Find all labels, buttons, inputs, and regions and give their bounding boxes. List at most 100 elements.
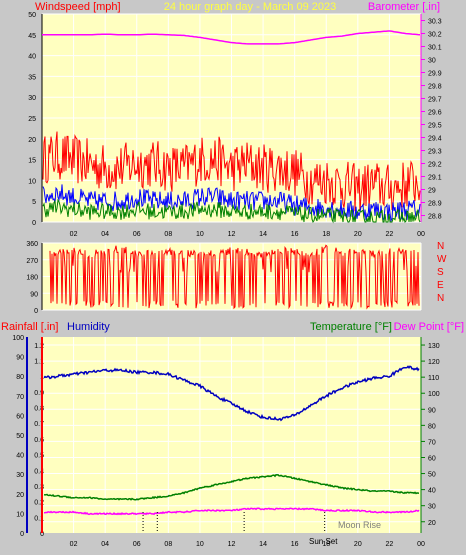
- wind-y-tick-label: 15: [28, 158, 36, 165]
- wind-direction-series: [49, 244, 420, 310]
- x-tick-label: 12: [228, 231, 236, 238]
- direction-y-tick-label: 90: [30, 291, 38, 298]
- wind-y-tick-label: 0: [32, 220, 36, 227]
- temp-y-tick-label: 40: [428, 488, 436, 495]
- temp-y-tick-label: 130: [428, 343, 440, 350]
- direction-y-tick-label: 270: [26, 258, 38, 265]
- x-tick-label: 20: [354, 541, 362, 548]
- x-tick-label: 08: [164, 541, 172, 548]
- temp-y-tick-label: 120: [428, 359, 440, 366]
- x-tick-label: 12: [228, 541, 236, 548]
- x-tick-label: 04: [101, 231, 109, 238]
- rain-y-tick-label: 1.2: [34, 343, 44, 350]
- compass-label: N: [437, 241, 444, 252]
- compass-label: W: [437, 254, 447, 265]
- x-tick-label: 18: [322, 541, 330, 548]
- rain-y-tick-label: 0.7: [34, 421, 44, 428]
- rainfall-axis-label: Rainfall [.in]: [1, 321, 58, 333]
- direction-y-tick-label: 0: [34, 308, 38, 315]
- wind-baro-axes: 0 5 10 15 20 25 30 35 40 45 50 02 04 06 08 10 12 14 16 18 20…: [28, 12, 442, 238]
- x-tick-label: 08: [164, 231, 172, 238]
- barometer-series: [42, 30, 421, 45]
- temp-y-tick-label: 30: [428, 504, 436, 511]
- x-tick-label: 02: [70, 231, 78, 238]
- compass-label: S: [437, 267, 444, 278]
- chart-title: 24 hour graph day - March 09 2023: [164, 1, 336, 13]
- temp-y-tick-label: 100: [428, 391, 440, 398]
- humidity-y-tick-label: 50: [16, 433, 24, 440]
- humidity-y-tick-label: 70: [16, 394, 24, 401]
- baro-y-tick-label: 29.3: [428, 149, 442, 156]
- x-tick-label: 18: [322, 231, 330, 238]
- x-tick-label: 22: [386, 231, 394, 238]
- baro-y-tick-label: 29.7: [428, 97, 442, 104]
- humidity-y-tick-label: 10: [16, 511, 24, 518]
- wind-direction-series: [49, 244, 420, 310]
- humidity-y-tick-label: 20: [16, 492, 24, 499]
- rain-y-tick-label: 0.4: [34, 468, 44, 475]
- humidity-y-tick-label: 100: [12, 335, 24, 342]
- rain-y-tick-label: 0.3: [34, 484, 44, 491]
- wind-y-tick-label: 50: [28, 12, 36, 19]
- baro-y-tick-label: 28.8: [428, 214, 442, 221]
- x-tick-label: 04: [101, 541, 109, 548]
- baro-y-tick-label: 29.8: [428, 84, 442, 91]
- baro-y-tick-label: 29.1: [428, 175, 442, 182]
- x-tick-label: 10: [196, 541, 204, 548]
- baro-y-tick-label: 30.2: [428, 32, 442, 39]
- baro-y-tick-label: 29.5: [428, 123, 442, 130]
- baro-y-tick-label: 29.2: [428, 162, 442, 169]
- wind-y-tick-label: 40: [28, 54, 36, 61]
- rain-y-tick-label: 0.5: [34, 453, 44, 460]
- temp-y-tick-label: 110: [428, 375, 439, 382]
- humidity-y-tick-label: 80: [16, 374, 24, 381]
- humidity-y-tick-label: 0: [20, 531, 24, 538]
- direction-y-tick-label: 180: [26, 275, 38, 282]
- sunset-label: Sun Set: [309, 537, 338, 546]
- compass-label: N: [437, 293, 444, 304]
- temp-y-tick-label: 80: [428, 423, 436, 430]
- dewpoint-series: [44, 507, 420, 516]
- humidity-temperature-grid: [42, 337, 422, 533]
- rain-y-tick-label: 0.2: [34, 500, 44, 507]
- temp-y-tick-label: 20: [428, 520, 436, 527]
- rain-y-tick-label: 0.9: [34, 390, 44, 397]
- wind-y-tick-label: 35: [28, 74, 36, 81]
- humidity-y-tick-label: 40: [16, 453, 24, 460]
- baro-y-tick-label: 30.3: [428, 19, 442, 26]
- rain-y-tick-label: 1.1: [34, 359, 44, 366]
- x-tick-label: 10: [196, 231, 204, 238]
- rain-y-tick-label: 0: [40, 531, 44, 538]
- baro-y-tick-label: 29: [428, 188, 436, 195]
- windspeed-series: [42, 131, 421, 212]
- x-tick-label: 20: [354, 231, 362, 238]
- baro-y-tick-label: 28.9: [428, 201, 442, 208]
- baro-y-tick-label: 29.9: [428, 71, 442, 78]
- temperature-series: [43, 474, 419, 501]
- windspeed-axis-label: Windspeed [mph]: [35, 1, 121, 13]
- humidity-series: [43, 365, 420, 422]
- wind-y-tick-label: 5: [32, 199, 36, 206]
- x-tick-label: 16: [291, 541, 299, 548]
- temp-y-tick-label: 60: [428, 455, 436, 462]
- temp-y-tick-label: 90: [428, 407, 436, 414]
- x-tick-label: 02: [70, 541, 78, 548]
- temp-y-tick-label: 70: [428, 439, 436, 446]
- wind-y-tick-label: 25: [28, 116, 36, 123]
- compass-label: E: [437, 280, 444, 291]
- x-tick-label: 14: [259, 231, 267, 238]
- astro-event-markers: Sun Set Moon Rise: [142, 512, 381, 546]
- temperature-axis-label: Temperature [°F]: [310, 321, 392, 333]
- x-tick-label: 22: [386, 541, 394, 548]
- rain-y-tick-label: 0.1: [34, 515, 44, 522]
- wind-y-tick-label: 10: [28, 178, 36, 185]
- rain-y-tick-label: 0.6: [34, 437, 44, 444]
- x-tick-label: 06: [133, 231, 141, 238]
- dewpoint-axis-label: Dew Point [°F]: [394, 321, 464, 333]
- wind-y-tick-label: 45: [28, 33, 36, 40]
- humidity-y-tick-label: 60: [16, 413, 24, 420]
- x-tick-label: 16: [291, 231, 299, 238]
- barometer-axis-label: Barometer [.in]: [368, 1, 440, 13]
- windspeed-average-series: [42, 184, 421, 223]
